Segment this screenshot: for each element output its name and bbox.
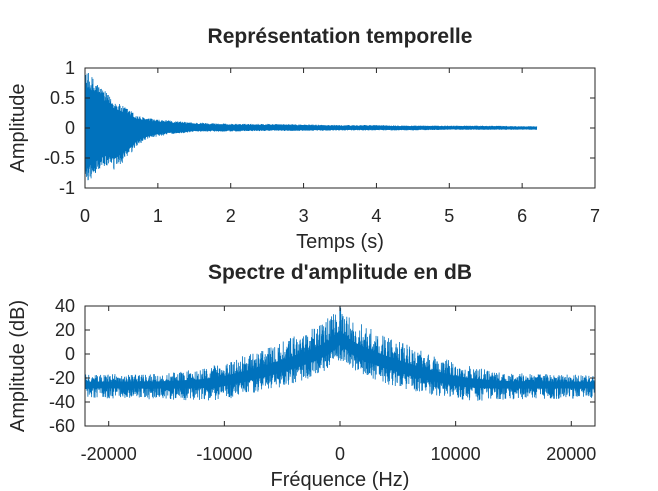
time-x-tick-2-label: 2	[226, 206, 236, 226]
time-x-tick-0-label: 0	[80, 206, 90, 226]
time-plot-title: Représentation temporelle	[208, 25, 473, 48]
time-x-tick-5-label: 5	[444, 206, 454, 226]
spectrum-x-tick-1-label: -10000	[196, 444, 252, 464]
time-y-tick-1-label: 0.5	[50, 88, 75, 108]
spectrum-y-tick-1-label: 20	[55, 320, 75, 340]
time-signal-series	[84, 72, 538, 181]
time-y-tick-2-label: 0	[65, 118, 75, 138]
time-x-tick-4-label: 4	[371, 206, 381, 226]
time-x-tick-7-label: 7	[590, 206, 600, 226]
time-y-ticks: 1 0.5 0 -0.5 -1	[44, 58, 595, 198]
time-signal-core	[85, 88, 537, 168]
spectrum-y-ticks: 40 20 0 -20 -40 -60	[49, 296, 595, 436]
spectrum-y-tick-5-label: -60	[49, 416, 75, 436]
spectrum-x-tick-2-label: 0	[335, 444, 345, 464]
spectrum-x-ticks: -20000 -10000 0 10000 20000	[81, 306, 596, 464]
time-y-axis-label: Amplitude	[7, 84, 29, 173]
spectrum-plot: Spectre d'amplitude en dB -20000 -10000 0 1…	[7, 261, 596, 491]
spectrum-x-axis-label: Fréquence (Hz)	[271, 469, 410, 491]
spectrum-x-tick-0-label: -20000	[81, 444, 137, 464]
spectrum-y-axis-label: Amplitude (dB)	[7, 300, 29, 432]
time-y-tick-4-label: -1	[59, 178, 75, 198]
time-x-ticks: 0 1 2 3 4 5 6 7	[80, 68, 600, 226]
spectrum-x-tick-3-label: 10000	[431, 444, 481, 464]
time-x-axis-label: Temps (s)	[296, 231, 384, 253]
spectrum-y-tick-4-label: -40	[49, 392, 75, 412]
spectrum-y-tick-3-label: -20	[49, 368, 75, 388]
time-x-tick-3-label: 3	[299, 206, 309, 226]
time-y-tick-0-label: 1	[65, 58, 75, 78]
time-x-tick-6-label: 6	[517, 206, 527, 226]
spectrum-x-tick-4-label: 20000	[546, 444, 596, 464]
spectrum-y-tick-0-label: 40	[55, 296, 75, 316]
time-x-tick-1-label: 1	[153, 206, 163, 226]
spectrum-plot-title: Spectre d'amplitude en dB	[208, 261, 472, 284]
time-y-tick-3-label: -0.5	[44, 148, 75, 168]
spectrum-y-tick-2-label: 0	[65, 344, 75, 364]
